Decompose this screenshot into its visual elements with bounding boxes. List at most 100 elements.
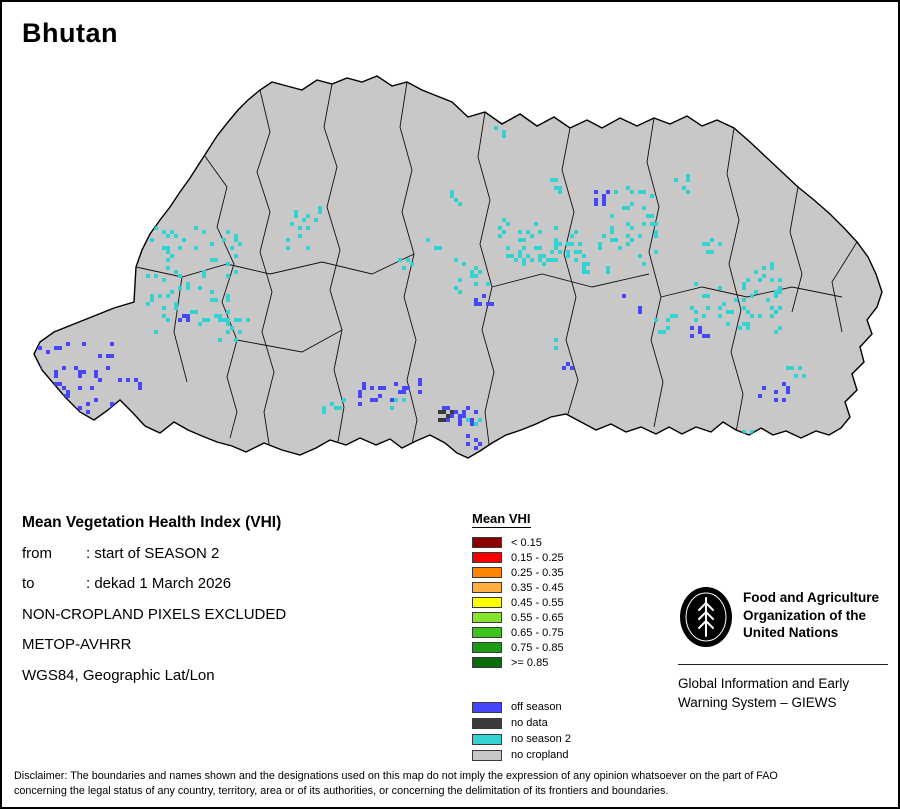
legend-swatch	[472, 537, 502, 548]
vhi-pixel	[662, 330, 666, 334]
vhi-pixel	[574, 258, 578, 262]
vhi-pixel	[78, 386, 82, 390]
vhi-pixel	[186, 286, 190, 290]
vhi-pixel	[302, 218, 306, 222]
vhi-pixel	[746, 322, 750, 326]
legend-swatch	[472, 582, 502, 593]
vhi-pixel	[214, 314, 218, 318]
vhi-pixel	[54, 406, 58, 410]
vhi-pixel	[218, 314, 222, 318]
vhi-pixel	[502, 218, 506, 222]
vhi-pixel	[506, 246, 510, 250]
vhi-pixel	[650, 194, 654, 198]
vhi-pixel	[550, 250, 554, 254]
vhi-pixel	[690, 306, 694, 310]
info-line-text: : start of SEASON 2	[86, 544, 220, 562]
vhi-pixel	[218, 338, 222, 342]
vhi-pixel	[554, 258, 558, 262]
vhi-pixel	[470, 422, 474, 426]
vhi-pixel	[474, 446, 478, 450]
vhi-pixel	[446, 406, 450, 410]
legend-label: < 0.15	[511, 536, 542, 549]
vhi-pixel	[370, 386, 374, 390]
legend-title: Mean VHI	[472, 511, 531, 528]
vhi-pixel	[642, 206, 646, 210]
vhi-pixel	[46, 350, 50, 354]
legend-label: >= 0.85	[511, 656, 549, 669]
vhi-pixel	[578, 250, 582, 254]
vhi-pixel	[218, 318, 222, 322]
vhi-pixel	[750, 294, 754, 298]
vhi-pixel	[342, 398, 346, 402]
vhi-pixel	[226, 230, 230, 234]
vhi-pixel	[602, 202, 606, 206]
vhi-pixel	[786, 386, 790, 390]
vhi-pixel	[438, 418, 442, 422]
vhi-pixel	[554, 238, 558, 242]
vhi-pixel	[774, 310, 778, 314]
vhi-pixel	[330, 402, 334, 406]
vhi-pixel	[110, 402, 114, 406]
vhi-pixel	[370, 398, 374, 402]
vhi-pixel	[666, 318, 670, 322]
vhi-pixel	[582, 262, 586, 266]
vhi-pixel	[174, 270, 178, 274]
vhi-pixel	[762, 386, 766, 390]
info-line: Mean Vegetation Health Index (VHI)	[22, 514, 286, 545]
vhi-pixel	[38, 394, 42, 398]
disclaimer-line: Disclaimer: The boundaries and names sho…	[14, 770, 778, 782]
district-boundaries	[135, 81, 858, 453]
district-boundary	[726, 127, 744, 433]
vhi-pixel	[518, 254, 522, 258]
vhi-pixel	[382, 386, 386, 390]
vhi-pixel	[642, 222, 646, 226]
vhi-pixel	[718, 306, 722, 310]
vhi-pixel	[298, 226, 302, 230]
vhi-pixel	[402, 386, 406, 390]
legend-label: 0.55 - 0.65	[511, 611, 564, 624]
vhi-pixel	[582, 254, 586, 258]
vhi-pixel	[154, 330, 158, 334]
vhi-pixel	[314, 218, 318, 222]
vhi-pixel	[406, 386, 410, 390]
legend-swatch	[472, 733, 502, 745]
vhi-pixel	[558, 190, 562, 194]
vhi-pixel	[686, 178, 690, 182]
vhi-pixel	[702, 314, 706, 318]
vhi-pixel	[454, 198, 458, 202]
vhi-pixel	[770, 266, 774, 270]
map-info-block: Mean Vegetation Health Index (VHI) from: …	[22, 514, 286, 697]
legend-label: no season 2	[511, 733, 571, 745]
vhi-pixel	[222, 238, 226, 242]
vhi-pixel	[466, 418, 470, 422]
legend-label: 0.45 - 0.55	[511, 596, 564, 609]
vhi-pixel	[390, 406, 394, 410]
vhi-pixel	[474, 438, 478, 442]
vhi-pixel	[210, 298, 214, 302]
vhi-pixel	[758, 278, 762, 282]
vhi-pixel	[774, 330, 778, 334]
vhi-pixel	[638, 190, 642, 194]
legend-swatch	[472, 612, 502, 623]
vhi-pixel	[750, 314, 754, 318]
info-line: to: dekad 1 March 2026	[22, 575, 286, 606]
giews-line: Warning System – GIEWS	[678, 695, 837, 710]
vhi-pixel	[534, 222, 538, 226]
vhi-pixel	[42, 386, 46, 390]
vhi-pixel	[646, 214, 650, 218]
vhi-pixel	[378, 386, 382, 390]
map-title: Bhutan	[22, 18, 118, 48]
vhi-pixel	[774, 398, 778, 402]
legend-row: 0.75 - 0.85	[472, 640, 571, 655]
vhi-pixel	[406, 258, 410, 262]
vhi-pixel	[574, 230, 578, 234]
vhi-pixel	[802, 374, 806, 378]
vhi-pixel	[34, 398, 38, 402]
vhi-legend: Mean VHI < 0.15 0.15 - 0.25 0.25 - 0.35 0.3…	[472, 510, 571, 763]
vhi-pixel	[234, 270, 238, 274]
vhi-pixel	[566, 242, 570, 246]
legend-swatch	[472, 749, 502, 761]
vhi-pixel	[78, 374, 82, 378]
vhi-pixel	[602, 198, 606, 202]
vhi-pixel	[462, 262, 466, 266]
